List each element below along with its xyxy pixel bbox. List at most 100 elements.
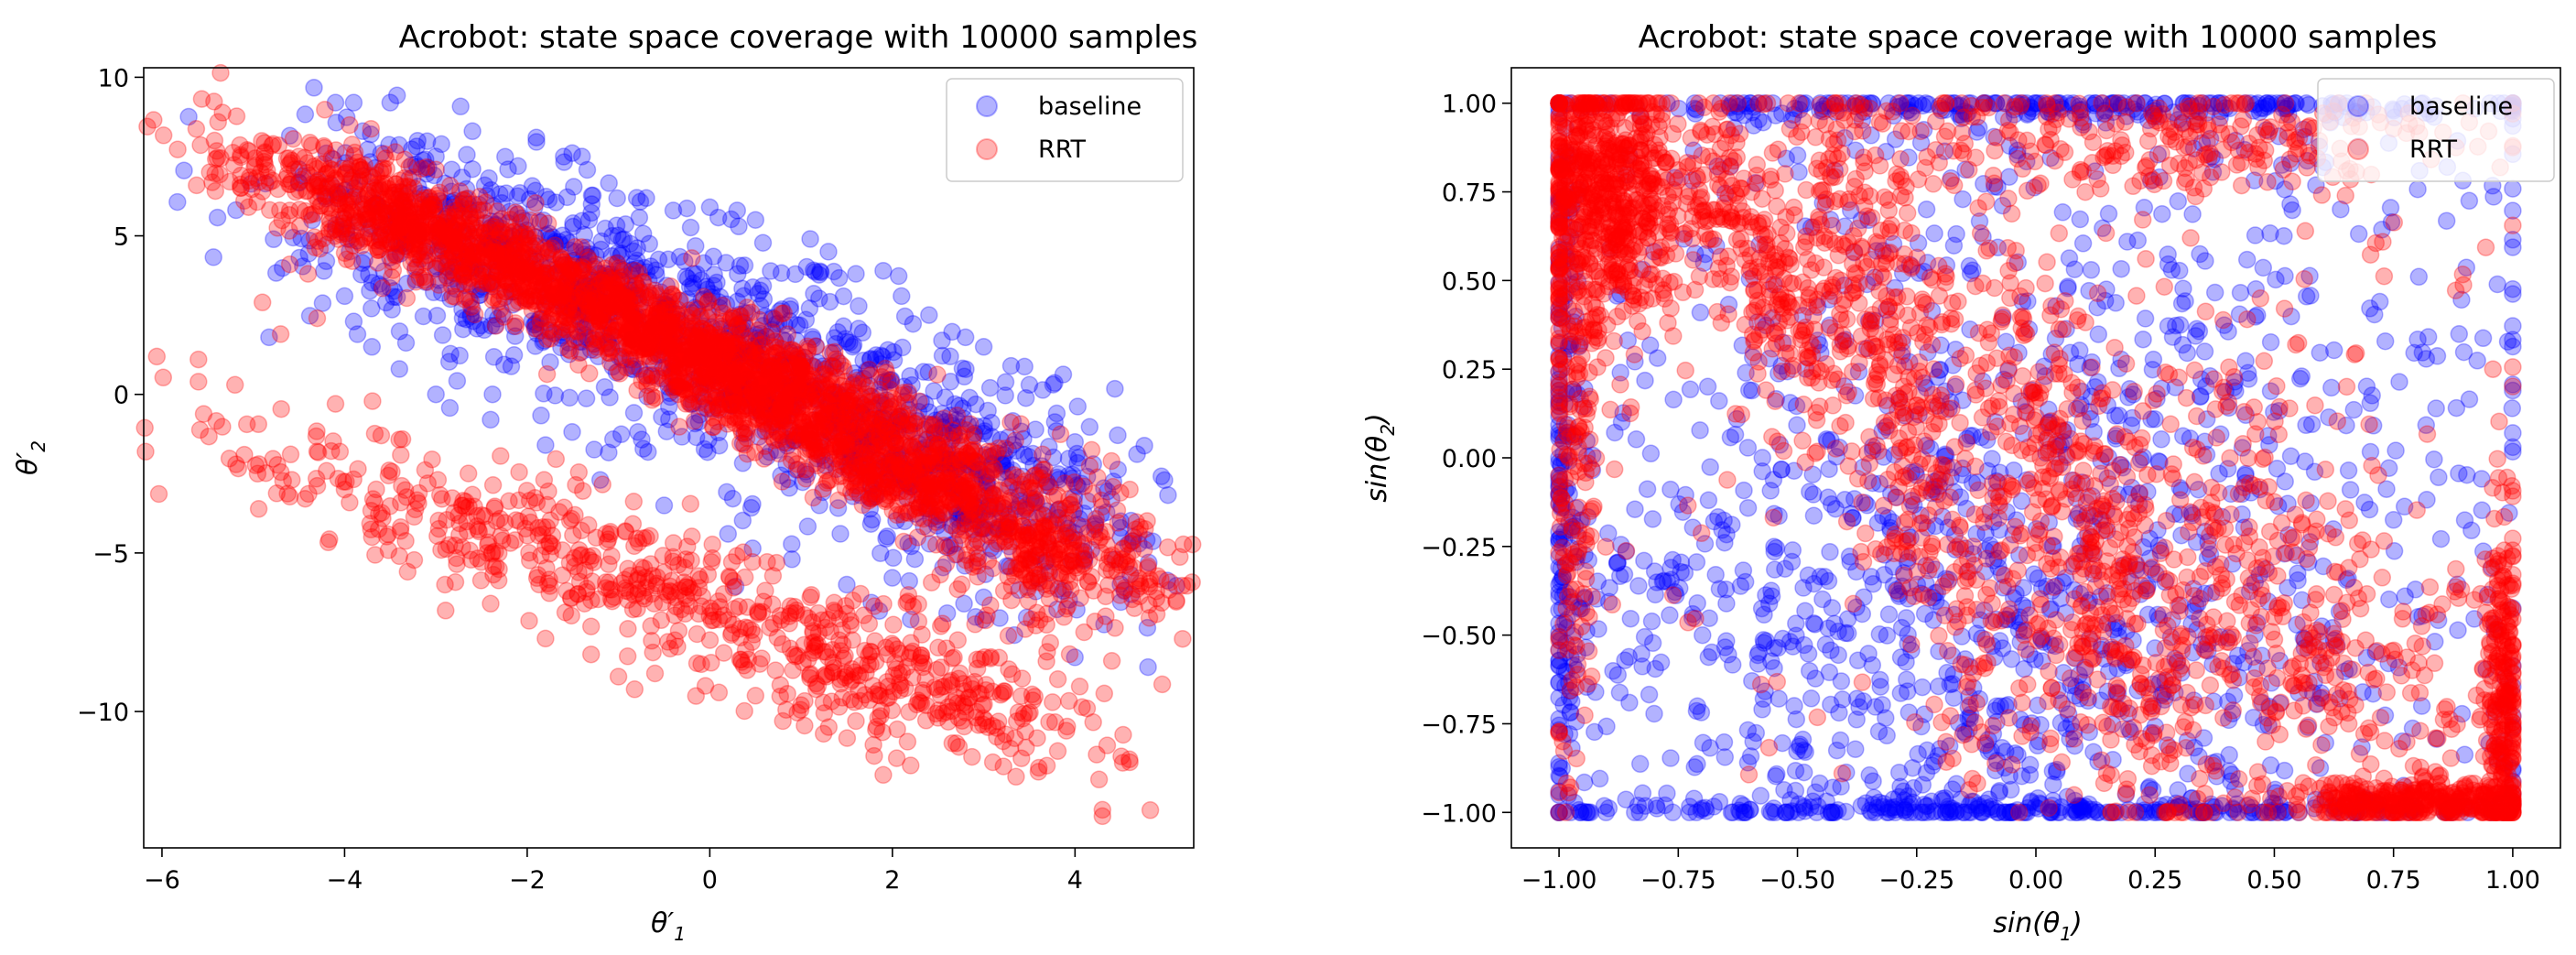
point-baseline [1068, 397, 1088, 416]
point-baseline [527, 324, 547, 342]
point-baseline [363, 274, 382, 292]
point-rrt [773, 400, 791, 419]
point-baseline [588, 331, 606, 349]
point-rrt [281, 154, 300, 172]
point-rrt [602, 547, 621, 566]
point-baseline [612, 425, 631, 444]
point-baseline [393, 235, 411, 254]
point-baseline [487, 224, 505, 244]
point-rrt [1059, 691, 1078, 711]
point-rrt [1114, 725, 1132, 744]
point-baseline [461, 305, 481, 324]
point-baseline [497, 258, 515, 277]
point-rrt [429, 276, 449, 294]
point-baseline [904, 314, 923, 333]
point-baseline [1045, 374, 1064, 393]
point-baseline [460, 200, 478, 219]
point-rrt [272, 399, 290, 418]
point-baseline [705, 277, 723, 295]
point-rrt [771, 687, 790, 706]
point-baseline [256, 174, 275, 193]
point-rrt [645, 664, 665, 683]
point-baseline [694, 317, 713, 335]
point-rrt [904, 464, 923, 483]
point-baseline [834, 317, 853, 336]
point-baseline [719, 525, 738, 543]
point-rrt [817, 473, 836, 493]
point-baseline [624, 404, 644, 422]
point-rrt [484, 288, 503, 307]
point-rrt [520, 612, 538, 630]
point-baseline [879, 341, 897, 359]
point-baseline [470, 286, 489, 305]
point-baseline [563, 423, 581, 441]
point-rrt [390, 430, 408, 449]
point-baseline [273, 258, 292, 277]
point-rrt [189, 373, 208, 391]
point-baseline [419, 158, 438, 178]
point-baseline [633, 224, 653, 243]
point-baseline [300, 232, 319, 250]
point-baseline [974, 338, 993, 356]
point-baseline [289, 160, 308, 179]
point-rrt [1174, 535, 1193, 554]
point-rrt [763, 415, 781, 434]
point-rrt [821, 444, 839, 462]
point-rrt [308, 443, 328, 461]
point-rrt [352, 160, 371, 179]
point-rrt [652, 611, 671, 630]
point-rrt [383, 462, 401, 482]
point-baseline [754, 290, 774, 309]
point-rrt [943, 733, 962, 753]
point-baseline [989, 444, 1008, 462]
point-baseline [532, 407, 550, 425]
point-baseline [406, 258, 425, 277]
point-rrt [200, 163, 219, 181]
point-baseline [1066, 432, 1085, 451]
point-rrt [249, 500, 268, 518]
point-rrt [430, 485, 449, 505]
point-baseline [478, 228, 497, 247]
point-baseline [482, 274, 500, 292]
point-baseline [455, 223, 473, 243]
point-baseline [604, 268, 623, 288]
point-rrt [679, 373, 698, 391]
point-rrt [390, 222, 408, 241]
point-baseline [555, 284, 573, 302]
point-baseline [602, 247, 622, 266]
point-baseline [317, 252, 336, 271]
point-baseline [294, 257, 312, 276]
point-rrt [994, 757, 1012, 776]
point-baseline [326, 220, 345, 239]
point-baseline [830, 397, 850, 416]
point-baseline [492, 249, 510, 268]
point-baseline [603, 226, 622, 245]
point-baseline [612, 261, 630, 280]
point-rrt [308, 422, 326, 440]
point-rrt [963, 747, 981, 766]
point-baseline [344, 312, 363, 331]
point-baseline [996, 386, 1014, 405]
point-rrt [349, 460, 367, 478]
point-baseline [655, 496, 674, 515]
point-rrt [798, 337, 817, 355]
point-rrt [676, 604, 695, 624]
point-baseline [901, 366, 919, 385]
point-baseline [612, 231, 632, 249]
point-baseline [546, 234, 564, 253]
point-baseline [427, 385, 445, 404]
point-baseline [168, 192, 187, 212]
point-rrt [1102, 451, 1120, 471]
point-baseline [781, 297, 799, 315]
point-baseline [1084, 455, 1103, 473]
point-rrt [1093, 807, 1112, 826]
point-baseline [427, 147, 445, 166]
point-baseline [676, 252, 694, 271]
point-baseline [353, 254, 372, 273]
point-baseline [803, 328, 822, 346]
point-baseline [796, 310, 816, 330]
point-rrt [627, 529, 646, 548]
point-baseline [736, 319, 755, 338]
point-baseline [559, 333, 578, 352]
point-baseline [576, 305, 594, 323]
